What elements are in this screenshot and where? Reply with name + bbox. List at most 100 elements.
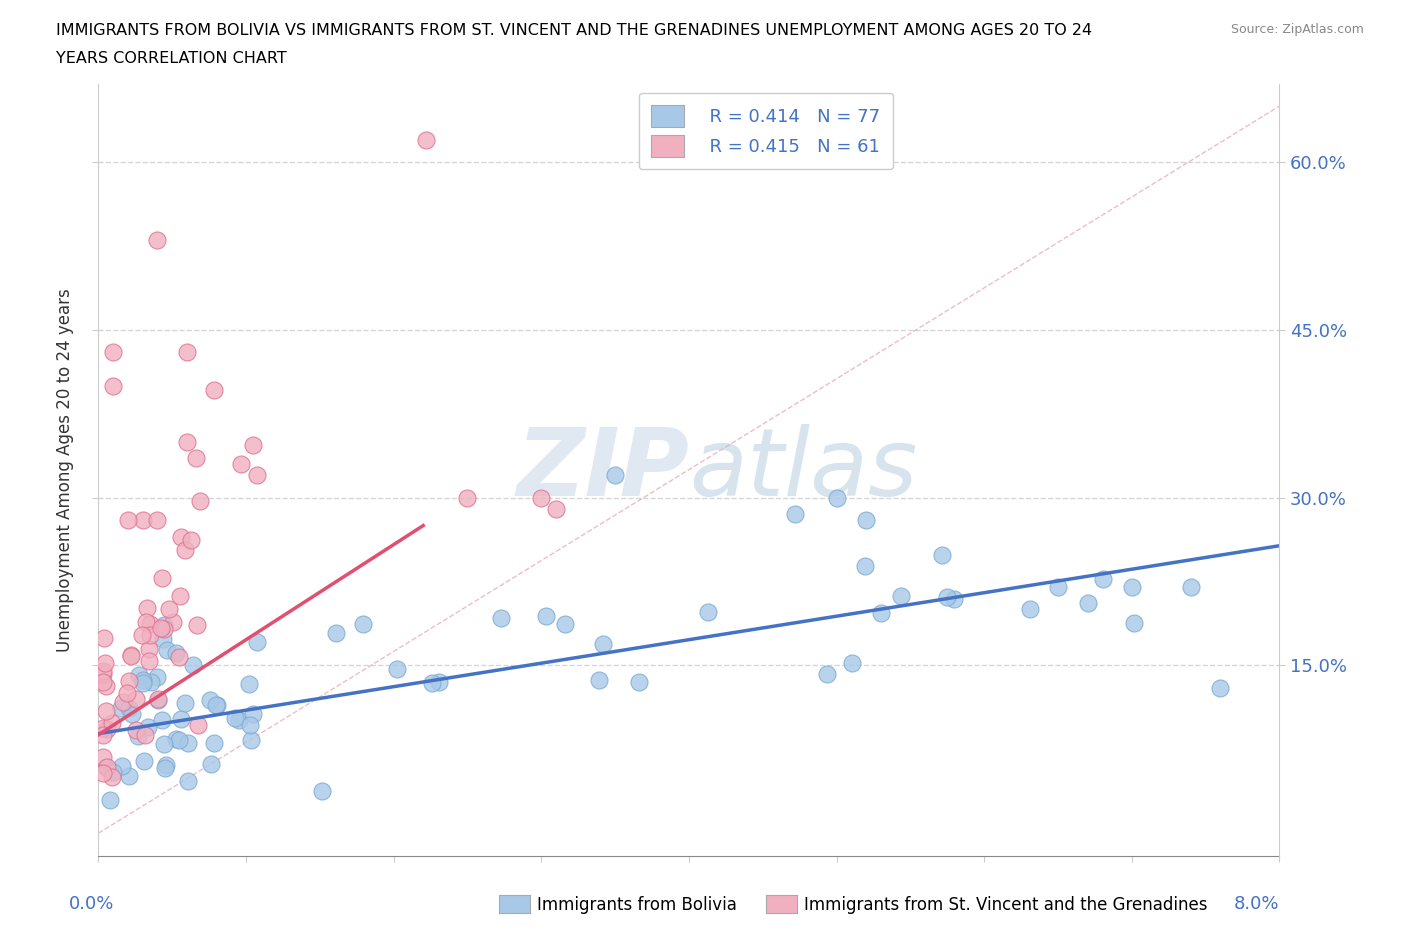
Point [176,345,198,360]
Point [91,674,114,689]
Point [131,673,153,688]
Point [91,667,114,682]
Point [855,512,877,527]
Point [146,670,169,684]
Text: YEARS CORRELATION CHART: YEARS CORRELATION CHART [56,51,287,66]
Point [94,678,117,693]
Point [554,617,576,631]
Point [242,707,264,722]
Point [936,590,959,604]
Point [165,731,187,746]
Point [139,617,162,631]
Point [93,631,115,645]
Point [592,636,614,651]
Point [325,626,347,641]
Point [188,494,211,509]
Point [125,723,148,737]
Point [135,615,157,630]
Point [167,649,190,664]
Point [117,673,139,688]
Point [588,672,610,687]
Point [174,696,197,711]
Point [120,649,142,664]
Point [118,700,141,715]
Point [153,737,176,751]
Point [111,694,134,709]
Point [167,733,190,748]
Point [152,622,174,637]
Point [246,634,269,649]
Text: 0.0%: 0.0% [69,895,114,912]
Point [177,774,200,789]
Point [110,700,132,715]
Point [150,571,173,586]
Point [1123,616,1146,631]
Point [170,530,193,545]
Point [101,764,124,779]
Point [202,382,225,397]
Point [457,490,479,505]
Point [100,715,122,730]
Point [93,721,115,736]
Point [1180,579,1202,594]
Point [91,750,114,764]
Point [627,675,650,690]
Point [94,759,117,774]
Point [148,692,170,707]
Point [186,618,208,632]
Point [239,732,262,747]
Point [1092,571,1115,586]
Point [94,656,117,671]
Point [155,643,177,658]
Point [138,654,160,669]
Point [96,722,118,737]
Point [159,602,181,617]
Point [207,698,229,712]
Point [150,712,173,727]
Point [153,618,176,633]
Point [146,512,169,527]
Point [146,232,169,247]
Text: IMMIGRANTS FROM BOLIVIA VS IMMIGRANTS FROM ST. VINCENT AND THE GRENADINES UNEMPL: IMMIGRANTS FROM BOLIVIA VS IMMIGRANTS FR… [56,23,1092,38]
Point [841,656,863,671]
Point [1209,681,1232,696]
Point [128,667,150,682]
Point [224,711,246,725]
Text: ZIP: ZIP [516,424,689,515]
Point [125,692,148,707]
Point [111,759,134,774]
Point [153,761,176,776]
Point [869,605,891,620]
Point [696,604,718,619]
Point [118,768,141,783]
Point [783,506,806,521]
Point [420,675,443,690]
Point [103,379,125,393]
Point [238,677,260,692]
Point [311,784,333,799]
Point [536,608,558,623]
Point [242,438,264,453]
Point [120,647,142,662]
Point [134,753,156,768]
Point [134,727,156,742]
Point [815,667,838,682]
Point [853,559,876,574]
Point [127,729,149,744]
Point [931,548,953,563]
Point [228,712,250,727]
Point [1121,579,1143,594]
Point [101,769,124,784]
Point [152,631,174,646]
Point [176,434,198,449]
Point [427,674,450,689]
Point [229,457,252,472]
Point [117,512,139,527]
Point [187,717,209,732]
Point [94,704,117,719]
Point [165,645,187,660]
Point [546,501,568,516]
Point [91,663,114,678]
Point [103,345,125,360]
Point [387,661,409,676]
